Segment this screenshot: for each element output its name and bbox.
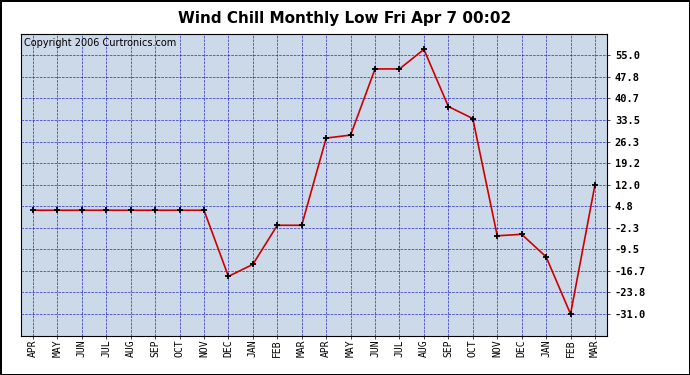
Text: Copyright 2006 Curtronics.com: Copyright 2006 Curtronics.com xyxy=(23,38,176,48)
Text: Wind Chill Monthly Low Fri Apr 7 00:02: Wind Chill Monthly Low Fri Apr 7 00:02 xyxy=(179,11,511,26)
